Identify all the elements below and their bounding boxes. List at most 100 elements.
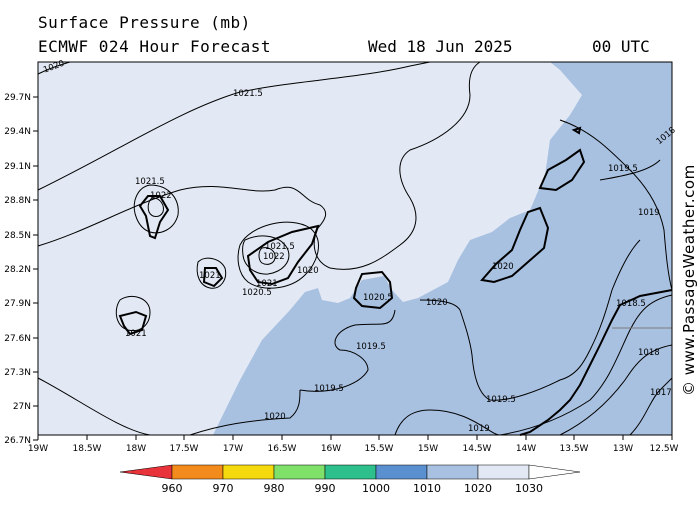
lat-label: 27.6N [4,334,31,344]
legend-swatch [426,464,479,480]
lon-label: 19W [28,444,48,454]
legend-label: 1010 [413,482,441,495]
lon-label: 17W [223,444,243,454]
legend-label: 1030 [515,482,543,495]
isobar-label: 1020 [297,266,319,276]
island-la-palma [138,195,170,240]
lon-label: 13.5W [560,444,589,454]
island-fuerteventura [480,206,550,284]
isobar-1020-main [37,61,481,270]
map-frame [37,61,673,436]
isobar-1021-5-top [37,61,431,191]
africa-coast [519,289,673,436]
legend-swatch [273,464,326,480]
isobar-1020-south2 [189,389,301,436]
lat-label: 29.4N [4,127,31,137]
isobar-label: 1021.5 [233,89,263,99]
isobar-1022-lapalma [147,197,164,217]
lat-ticks [33,96,38,441]
isobar-1019-5-b [419,239,641,401]
lon-label: 17.5W [170,444,199,454]
lon-label: 14W [516,444,536,454]
isobar-1020-south [37,377,151,436]
isobar-1019-b [394,409,501,436]
lat-label: 28.5N [4,231,31,241]
lat-label: 29.7N [4,93,31,103]
isobar-1017-east [629,377,673,436]
legend-label: 960 [162,482,183,495]
legend-swatch [375,464,428,480]
lon-label: 14.5W [463,444,492,454]
isobar-lines [37,61,673,436]
isobar-label: 1019.5 [314,384,344,394]
lon-ticks [37,435,673,440]
lon-label: 12.5W [650,444,679,454]
lon-label: 16W [321,444,341,454]
isobar-1019-5-east [599,159,661,181]
lon-label: 15W [418,444,438,454]
isobar-label: 1021 [256,279,278,289]
isobar-1020-top-left [37,61,71,75]
legend-label: 1000 [362,482,390,495]
legend-swatch [324,464,377,480]
isobar-label: 1020 [426,298,448,308]
legend-arrow-low [119,464,173,480]
lat-labels: 29.7N 29.4N 29.1N 28.8N 28.5N 28.2N 27.9… [4,93,31,446]
isobar-labels: 1020 1021.5 1021.5 1022 1021 1021.5 1022… [42,59,678,434]
legend-label: 1020 [464,482,492,495]
island-el-hierro [118,310,148,336]
lat-label: 27.9N [4,299,31,309]
isobar-label: 1019.5 [608,164,638,174]
legend-swatch [171,464,224,480]
forecast-time: 00 UTC [592,37,650,56]
lat-label: 28.2N [4,265,31,275]
lon-labels: 19W 18.5W 18W 17.5W 17W 16.5W 16W 15.5W … [28,444,679,454]
isobar-label: 1018 [638,348,660,358]
isobar-label: 1020.5 [363,293,393,303]
legend-label: 970 [213,482,234,495]
lat-label: 27N [13,402,31,412]
isobar-1021-gomera [196,257,227,289]
legend-swatch [222,464,275,480]
watermark: © www.PassageWeather.com [680,164,698,396]
isobar-1020-5-tenerife [237,221,319,289]
isobar-label: 1021 [125,329,147,339]
isobar-label: 1021 [199,271,221,281]
legend-label: 980 [264,482,285,495]
legend-arrow-high [528,464,581,480]
map-title: Surface Pressure (mb) [38,13,251,32]
isobar-1019-east [559,119,673,291]
legend: 960 970 980 990 1000 1010 1020 1030 [119,464,581,495]
map-region-1010-1020 [213,62,672,435]
isobar-label: 1019 [468,424,490,434]
island-gran-canaria [352,270,394,310]
lat-label: 27.3N [4,368,31,378]
lat-label: 28.8N [4,196,31,206]
forecast-date: Wed 18 Jun 2025 [368,37,513,56]
isobar-label: 1019.5 [486,395,516,405]
isobar-label: 1022 [150,191,172,201]
isobar-1018-east [559,344,673,436]
isobar-label: 1022 [263,252,285,262]
isobar-1022-tenerife [258,247,276,265]
isobar-label: 1020.5 [242,288,272,298]
island-la-gomera [202,267,224,288]
isobar-label: 1021.5 [135,177,165,187]
lon-label: 18.5W [73,444,102,454]
lat-label: 26.7N [4,436,31,446]
lon-label: 18W [126,444,146,454]
model-forecast-label: ECMWF 024 Hour Forecast [38,37,272,56]
coastlines [118,126,673,436]
island-tenerife [246,224,320,286]
island-lanzarote [538,148,586,192]
isobar-label: 1019 [638,208,660,218]
isobar-label: 1021.5 [265,242,295,252]
legend-label: 990 [315,482,336,495]
isobar-1019-5-a [299,309,396,392]
lat-label: 29.1N [4,162,31,172]
isobar-1021-5-tenerife [242,235,290,275]
isobar-label: 1020 [264,412,286,422]
lon-label: 13W [613,444,633,454]
island-graciosa [571,126,582,135]
